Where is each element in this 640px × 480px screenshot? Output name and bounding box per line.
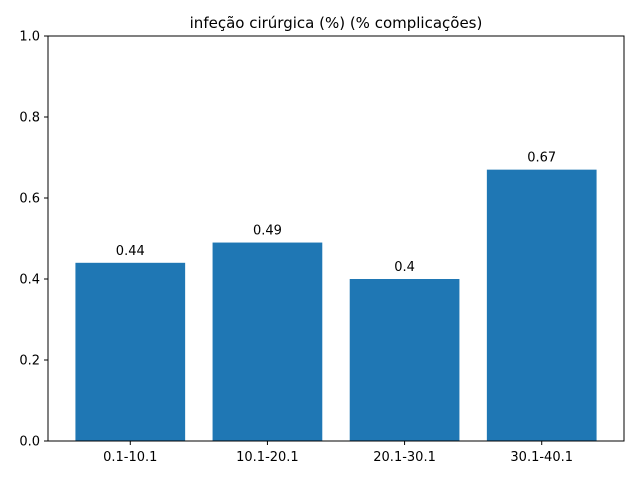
bar (212, 242, 323, 441)
bar-value-labels: 0.44 0.49 0.4 0.67 (116, 151, 556, 275)
x-tick-label: 0.1-10.1 (103, 450, 157, 465)
bars-group (75, 169, 597, 441)
bar-value-label: 0.67 (527, 151, 556, 166)
bar (349, 279, 460, 441)
y-tick-label: 0.6 (19, 192, 40, 207)
bar-value-label: 0.49 (253, 224, 282, 239)
y-tick-label: 1.0 (19, 30, 40, 45)
chart-title: infeção cirúrgica (%) (% complicações) (190, 14, 483, 32)
bar (75, 262, 186, 441)
y-tick-label: 0.2 (19, 354, 40, 369)
plot-frame (47, 35, 625, 442)
x-tick-label: 30.1-40.1 (510, 450, 573, 465)
x-axis: 0.1-10.1 10.1-20.1 20.1-30.1 30.1-40.1 (103, 441, 573, 465)
x-tick-label: 20.1-30.1 (373, 450, 436, 465)
y-axis: 0.0 0.2 0.4 0.6 0.8 1.0 (19, 30, 48, 450)
bar-value-label: 0.4 (394, 260, 415, 275)
y-tick-label: 0.0 (19, 435, 40, 450)
bar (486, 169, 597, 441)
x-tick-label: 10.1-20.1 (236, 450, 299, 465)
y-tick-label: 0.8 (19, 111, 40, 126)
y-tick-label: 0.4 (19, 273, 40, 288)
bar-value-label: 0.44 (116, 244, 145, 259)
